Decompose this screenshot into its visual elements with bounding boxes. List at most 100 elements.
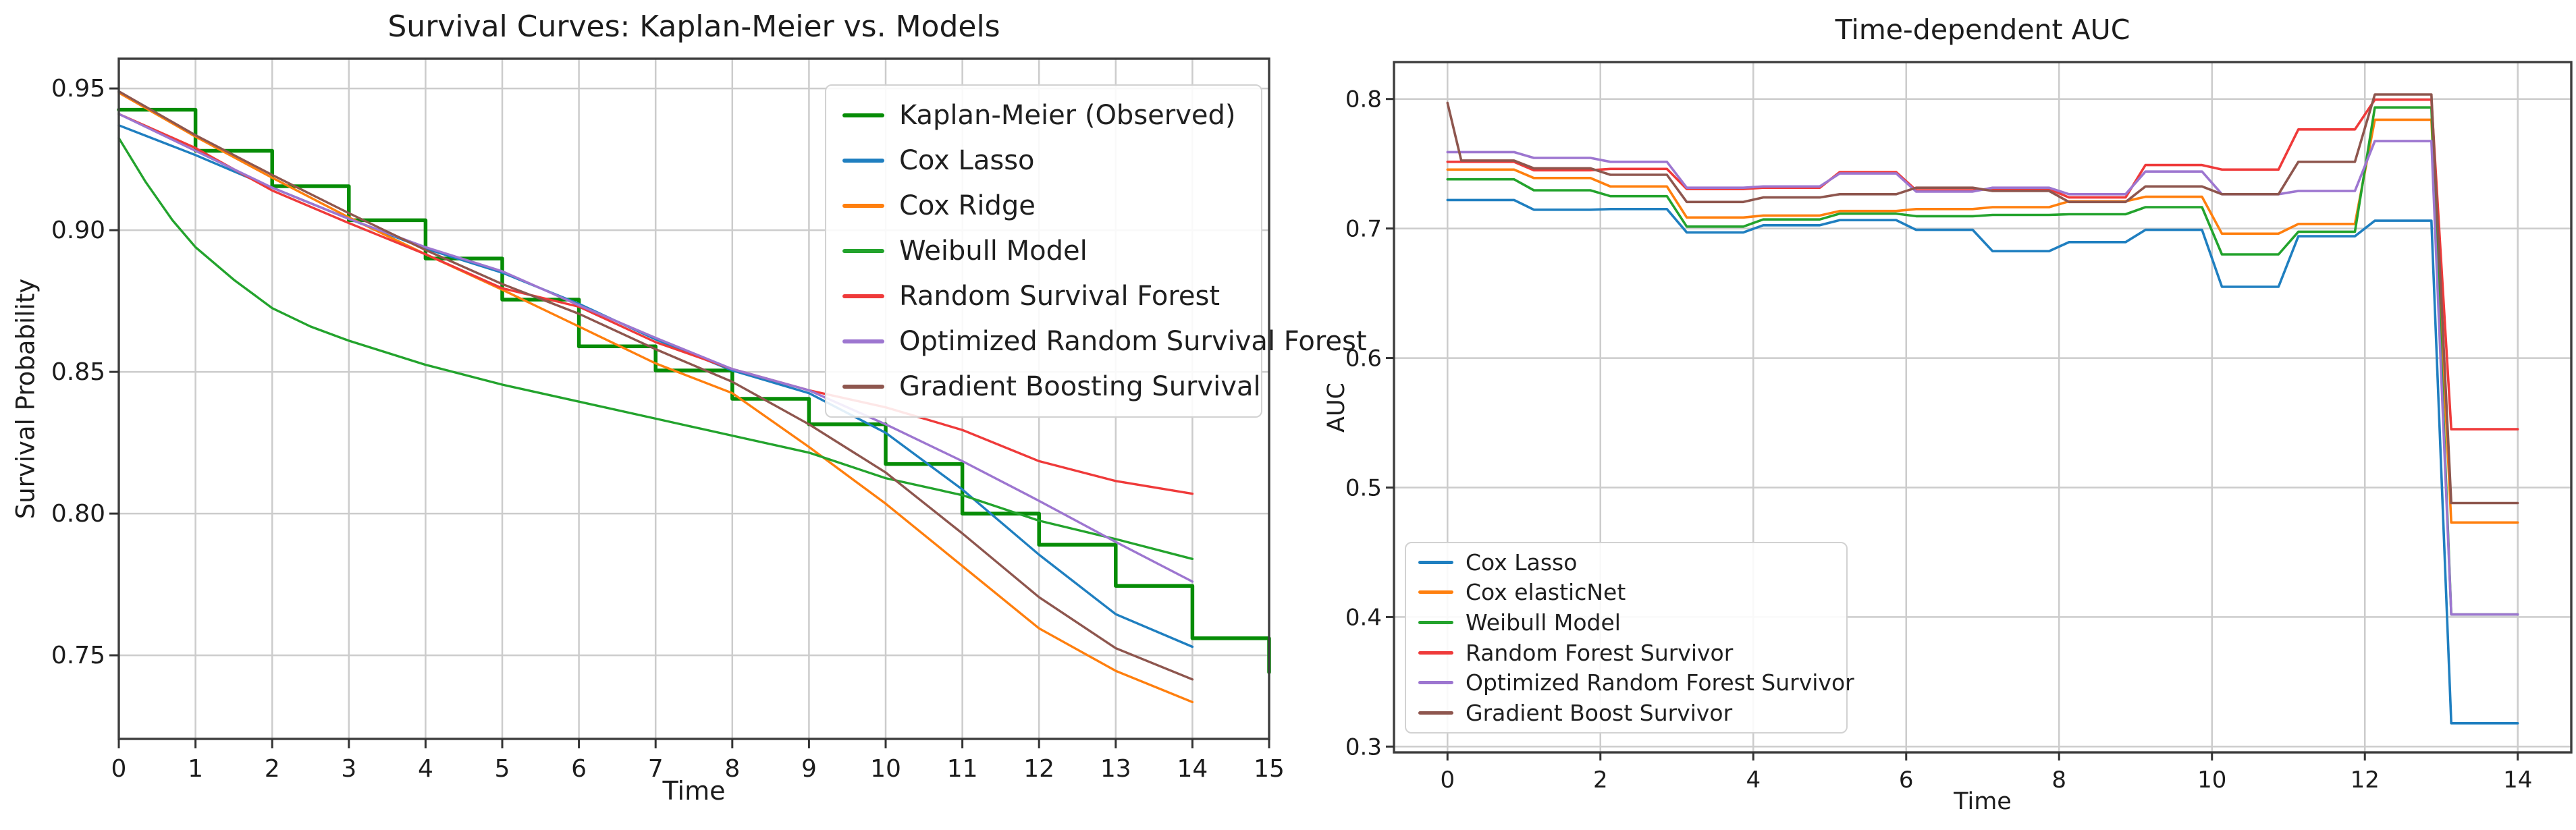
legend-item-cox-lasso: Cox Lasso [830, 145, 1257, 176]
legend-label: Cox Lasso [1466, 549, 1578, 576]
survival-x-tick-label: 3 [341, 755, 356, 783]
legend-label: Gradient Boosting Survival [899, 371, 1261, 403]
series-line-gradient-boosting-survival [117, 90, 1194, 681]
legend-label: Gradient Boost Survivor [1466, 700, 1733, 727]
legend-swatch-random-forest-survivor [1418, 651, 1453, 655]
legend-label: Kaplan-Meier (Observed) [899, 99, 1236, 131]
legend-swatch-cox-ridge [842, 203, 884, 208]
survival-y-tick-label: 0.85 [51, 358, 105, 386]
auc-x-tick-label: 0 [1440, 767, 1455, 794]
auc-y-tick-label: 0.3 [1345, 734, 1382, 760]
series-line-cox-lasso [1446, 198, 2519, 725]
auc-chart-title: Time-dependent AUC [1835, 13, 2130, 46]
survival-plot-area: 0 1 2 3 4 5 6 7 8 9 10 11 12 13 14 150.750.800.850.900.… [51, 57, 1285, 783]
auc-x-tick-label: 6 [1899, 767, 1914, 794]
survival-x-tick-label: 15 [1254, 755, 1285, 783]
survival-x-tick-label: 6 [571, 755, 587, 783]
legend-label: Cox elasticNet [1466, 579, 1626, 606]
series-line-cox-ridge [117, 91, 1194, 704]
auc-y-tick-label: 0.4 [1345, 604, 1382, 631]
legend-label: Weibull Model [1466, 609, 1621, 636]
survival-x-tick-label: 14 [1177, 755, 1208, 783]
legend-item-cox-lasso: Cox Lasso [1409, 549, 1844, 576]
survival-ticks: 0 1 2 3 4 5 6 7 8 9 10 11 12 13 14 150.750.800.850.900.… [51, 75, 1285, 783]
legend-swatch-cox-elasticnet [1418, 590, 1453, 594]
legend-swatch-cox-lasso [1418, 560, 1453, 564]
survival-y-tick-label: 0.90 [51, 217, 105, 244]
auc-y-tick-label: 0.5 [1345, 474, 1382, 501]
legend-swatch-random-survival-forest [842, 294, 884, 299]
survival-y-tick-label: 0.80 [51, 500, 105, 528]
legend-swatch-gradient-boosting-survival [842, 385, 884, 389]
survival-x-tick-label: 7 [648, 755, 664, 783]
legend-swatch-cox-lasso [842, 158, 884, 163]
legend-item-kaplan-meier-observed: Kaplan-Meier (Observed) [830, 100, 1257, 131]
survival-x-axis-label: Time [662, 776, 726, 806]
auc-x-tick-label: 14 [2503, 767, 2532, 794]
auc-legend: Cox Lasso Cox elasticNet Weibull Model Rand… [1405, 542, 1854, 734]
legend-item-cox-elasticnet: Cox elasticNet [1409, 579, 1844, 605]
legend-label: Random Forest Survivor [1466, 639, 1734, 666]
survival-y-tick-label: 0.75 [51, 642, 105, 669]
survival-x-tick-label: 8 [724, 755, 740, 783]
legend-swatch-optimized-random-forest-survivor [1418, 681, 1453, 685]
survival-y-tick-label: 0.95 [51, 75, 105, 103]
legend-item-random-survival-forest: Random Survival Forest [830, 281, 1257, 312]
survival-x-tick-label: 9 [801, 755, 817, 783]
legend-item-optimized-random-forest-survivor: Optimized Random Forest Survivor [1409, 669, 1854, 696]
survival-legend: Kaplan-Meier (Observed) Cox Lasso Cox Ridg… [825, 84, 1367, 418]
auc-y-tick-label: 0.7 [1345, 216, 1382, 243]
series-line-gradient-boost-survivor [1446, 93, 2519, 505]
survival-x-tick-label: 4 [418, 755, 433, 783]
survival-x-tick-label: 12 [1023, 755, 1054, 783]
legend-swatch-optimized-random-survival-forest [842, 339, 884, 344]
legend-label: Weibull Model [899, 235, 1088, 267]
series-line-random-survival-forest [117, 113, 1194, 495]
survival-x-tick-label: 10 [870, 755, 901, 783]
auc-ticks: 0 2 4 6 8 10 12 14 0.3 0.4 0.5 0.6 0.7 0.8 [1345, 86, 2532, 794]
auc-series [1446, 93, 2519, 725]
survival-x-tick-label: 2 [265, 755, 280, 783]
survival-x-tick-label: 11 [947, 755, 978, 783]
auc-plot-area: 0 2 4 6 8 10 12 14 0.3 0.4 0.5 0.6 0.7 0.8 [1345, 61, 2573, 794]
legend-item-gradient-boost-survivor: Gradient Boost Survivor [1409, 700, 1844, 726]
auc-x-tick-label: 8 [2051, 767, 2066, 794]
auc-plot-border [1393, 61, 2573, 754]
series-line-optimized-random-survival-forest [117, 113, 1194, 583]
survival-x-tick-label: 13 [1100, 755, 1131, 783]
legend-label: Optimized Random Forest Survivor [1466, 669, 1854, 696]
series-line-random-forest-survivor [1446, 98, 2519, 431]
auc-gridlines [1394, 62, 2571, 752]
survival-x-tick-label: 1 [188, 755, 203, 783]
survival-series [117, 90, 1271, 704]
legend-item-weibull-model: Weibull Model [1409, 609, 1844, 636]
auc-y-tick-label: 0.8 [1345, 86, 1382, 113]
series-line-weibull-model [117, 136, 1194, 560]
auc-y-tick-label: 0.6 [1345, 345, 1382, 372]
legend-label: Cox Ridge [899, 190, 1036, 221]
legend-swatch-weibull-model [1418, 621, 1453, 625]
series-line-weibull-model [1446, 106, 2519, 616]
legend-item-optimized-random-survival-forest: Optimized Random Survival Forest [830, 326, 1367, 357]
auc-x-axis-label: Time [1954, 788, 2012, 815]
legend-swatch-weibull-model [842, 248, 884, 253]
auc-x-tick-label: 2 [1593, 767, 1608, 794]
legend-label: Optimized Random Survival Forest [899, 326, 1367, 358]
legend-item-cox-ridge: Cox Ridge [830, 190, 1257, 221]
legend-label: Cox Lasso [899, 144, 1035, 176]
legend-label: Random Survival Forest [899, 281, 1220, 312]
legend-swatch-kaplan-meier-observed [842, 113, 884, 117]
survival-plot-border [117, 57, 1270, 740]
auc-x-tick-label: 10 [2197, 767, 2226, 794]
survival-chart-title: Survival Curves: Kaplan-Meier vs. Models [387, 9, 1000, 44]
survival-x-tick-label: 0 [111, 755, 127, 783]
survival-x-tick-label: 5 [495, 755, 510, 783]
auc-x-tick-label: 12 [2351, 767, 2380, 794]
auc-x-tick-label: 4 [1746, 767, 1761, 794]
legend-swatch-gradient-boost-survivor [1418, 711, 1453, 715]
legend-item-random-forest-survivor: Random Forest Survivor [1409, 640, 1844, 666]
legend-item-weibull-model: Weibull Model [830, 236, 1257, 267]
series-line-cox-elasticnet [1446, 118, 2519, 524]
